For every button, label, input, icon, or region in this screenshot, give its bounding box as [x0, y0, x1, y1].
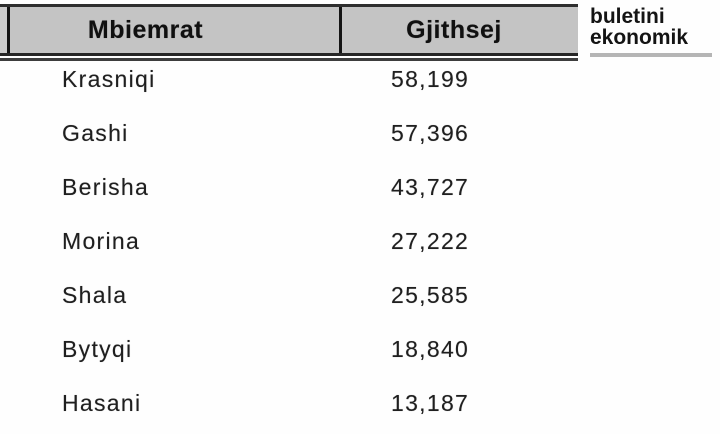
column-divider	[339, 7, 342, 53]
table-row: Bytyqi 18,840	[0, 322, 578, 376]
total-cell: 25,585	[391, 282, 470, 308]
table-body: Krasniqi 58,199 Gashi 57,396 Berisha 43,…	[0, 52, 578, 430]
surname-cell: Berisha	[62, 174, 150, 200]
logo-line2: ekonomik	[590, 26, 689, 49]
column-header-mbiemrat: Mbiemrat	[87, 15, 204, 44]
logo-line1: buletini	[590, 5, 665, 28]
table-row: Berisha 43,727	[0, 160, 578, 214]
surname-cell: Gashi	[62, 120, 129, 146]
table-row: Shala 25,585	[0, 268, 578, 322]
header-left-border	[7, 7, 10, 53]
table-row: Gashi 57,396	[0, 106, 578, 160]
logo-underline	[590, 53, 712, 57]
total-cell: 18,840	[391, 336, 470, 362]
table-row: Hasani 13,187	[0, 376, 578, 430]
header-underline-rule	[0, 58, 578, 61]
table-header: Mbiemrat Gjithsej	[0, 4, 578, 56]
surname-cell: Morina	[62, 228, 141, 254]
surname-cell: Hasani	[62, 390, 142, 416]
total-cell: 58,199	[391, 66, 470, 92]
logo-buletini-ekonomik: buletini ekonomik	[590, 6, 712, 57]
surname-cell: Krasniqi	[62, 66, 156, 92]
total-cell: 57,396	[391, 120, 470, 146]
surname-cell: Bytyqi	[62, 336, 133, 362]
surname-cell: Shala	[62, 282, 128, 308]
total-cell: 43,727	[391, 174, 470, 200]
header-left-edge	[0, 7, 7, 53]
column-header-gjithsej: Gjithsej	[406, 15, 502, 44]
table-row: Morina 27,222	[0, 214, 578, 268]
table-row: Krasniqi 58,199	[0, 52, 578, 106]
total-cell: 27,222	[391, 228, 470, 254]
total-cell: 13,187	[391, 390, 470, 416]
